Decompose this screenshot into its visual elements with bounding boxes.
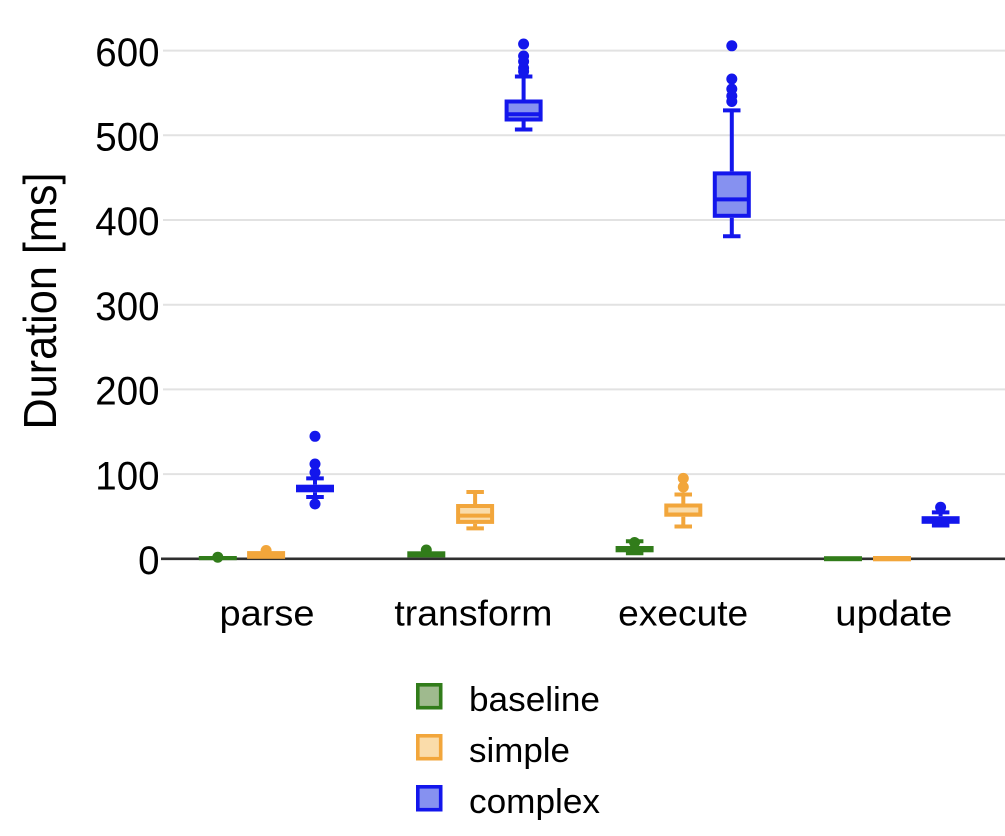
svg-text:300: 300 [95,285,159,329]
svg-text:simple: simple [469,732,570,770]
svg-text:update: update [835,593,952,634]
svg-text:execute: execute [618,593,748,634]
svg-text:400: 400 [95,200,159,244]
svg-text:Duration [ms]: Duration [ms] [14,173,66,430]
svg-text:0: 0 [138,539,159,583]
svg-text:500: 500 [95,116,159,160]
svg-text:baseline: baseline [469,681,600,719]
svg-text:transform: transform [394,593,552,634]
svg-text:200: 200 [95,370,159,414]
svg-text:complex: complex [469,783,600,821]
svg-text:parse: parse [220,593,315,634]
svg-text:100: 100 [95,454,159,498]
svg-text:600: 600 [95,31,159,75]
